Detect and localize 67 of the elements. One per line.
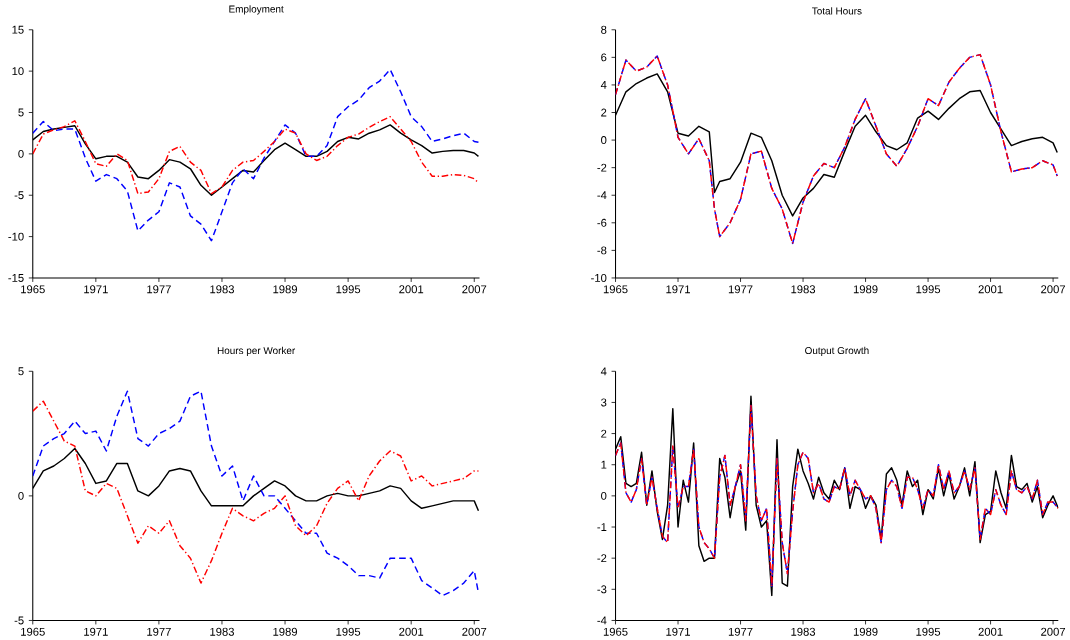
y-tick-label: 0 — [18, 491, 24, 500]
x-tick-label: 1971 — [84, 627, 108, 636]
y-tick-label: -1 — [597, 523, 607, 531]
y-tick-label: -4 — [597, 191, 607, 200]
x-tick-label: 1995 — [916, 627, 941, 636]
x-tick-label: 1971 — [666, 285, 690, 294]
y-tick-label: 4 — [600, 367, 607, 376]
x-tick-label: 1983 — [210, 285, 234, 294]
x-tick-label: 1977 — [728, 627, 753, 636]
y-tick-label: 8 — [601, 25, 607, 34]
x-tick-label: 1989 — [273, 627, 298, 636]
x-tick-label: 1977 — [147, 285, 171, 294]
y-tick-label: -8 — [597, 246, 607, 255]
y-tick-label: 2 — [601, 108, 607, 117]
x-tick-label: 2007 — [462, 627, 487, 636]
y-tick-label: 15 — [12, 25, 24, 34]
y-tick-label: 2 — [601, 429, 607, 438]
x-tick-label: 1989 — [853, 285, 878, 294]
x-tick-label: 2007 — [1041, 285, 1066, 294]
x-tick-label: 1983 — [210, 627, 234, 636]
x-tick-label: 2001 — [399, 285, 424, 294]
y-tick-label: -10 — [8, 232, 24, 241]
y-tick-label: -2 — [597, 554, 607, 563]
y-tick-label: -3 — [597, 585, 607, 594]
line-series — [32, 68, 480, 242]
y-tick-label: -5 — [14, 191, 24, 200]
chart-title: Hours per Worker — [217, 346, 296, 356]
x-tick-label: 1977 — [728, 285, 753, 294]
x-tick-label: 1989 — [853, 627, 878, 636]
line-series — [615, 53, 1058, 245]
y-tick-label: 3 — [601, 398, 607, 407]
x-tick-label: 1977 — [147, 627, 171, 636]
y-tick-label: -6 — [597, 218, 607, 227]
chart-title: Output Growth — [805, 346, 869, 356]
x-tick-label: 1965 — [603, 627, 628, 636]
y-tick-label: -4 — [597, 616, 607, 625]
x-tick-label: 1995 — [916, 285, 941, 294]
y-tick-label: 5 — [18, 108, 24, 117]
x-tick-label: 1995 — [336, 627, 361, 636]
chart-title: Employment — [229, 5, 284, 15]
y-tick-label: 0 — [601, 491, 607, 500]
y-tick-label: -2 — [597, 163, 607, 172]
x-tick-label: 1965 — [21, 285, 45, 294]
x-tick-label: 2001 — [978, 285, 1003, 294]
x-tick-label: 2007 — [1041, 627, 1066, 636]
chart-title: Total Hours — [812, 7, 862, 15]
x-tick-label: 1971 — [666, 627, 690, 636]
y-tick-label: -15 — [8, 273, 24, 282]
y-tick-label: 6 — [601, 53, 607, 62]
x-tick-label: 1965 — [21, 627, 45, 636]
x-tick-label: 1983 — [791, 627, 816, 636]
x-tick-label: 1989 — [273, 285, 298, 294]
y-tick-label: 0 — [601, 136, 607, 144]
x-tick-label: 1995 — [336, 285, 361, 294]
y-tick-label: 4 — [600, 80, 607, 89]
x-tick-label: 2007 — [462, 285, 487, 294]
y-tick-label: -10 — [591, 273, 607, 282]
x-tick-label: 1965 — [603, 285, 628, 294]
y-tick-label: 10 — [12, 67, 24, 76]
x-tick-label: 2001 — [978, 627, 1003, 636]
x-tick-label: 2001 — [399, 627, 424, 636]
y-tick-label: 0 — [18, 149, 24, 158]
y-tick-label: 5 — [18, 367, 24, 376]
x-tick-label: 1983 — [791, 285, 816, 294]
x-tick-label: 1971 — [84, 285, 108, 294]
y-tick-label: 1 — [601, 460, 607, 469]
y-tick-label: -5 — [14, 616, 24, 625]
